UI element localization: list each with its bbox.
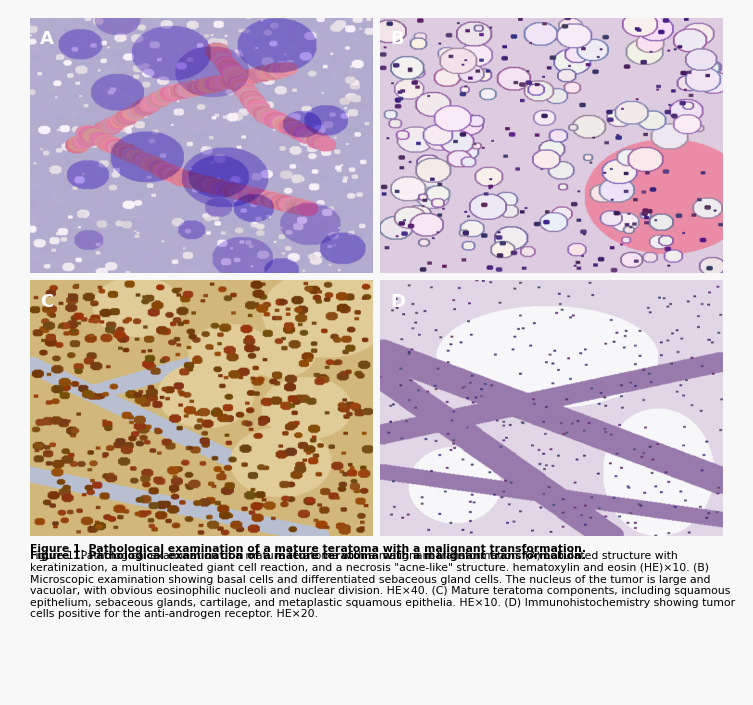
Text: Figure 1. Pathological examination of a mature teratoma with a malignant transfo: Figure 1. Pathological examination of a … — [30, 544, 735, 612]
Text: Figure 1. Pathological examination of a mature teratoma with a malignant transfo: Figure 1. Pathological examination of a … — [30, 551, 735, 619]
Text: B: B — [391, 30, 404, 49]
Text: A: A — [41, 30, 54, 49]
Text: D: D — [391, 293, 406, 311]
Text: Figure 1. Pathological examination of a mature teratoma with a malignant transfo: Figure 1. Pathological examination of a … — [30, 544, 587, 554]
Text: C: C — [41, 293, 53, 311]
Text: Figure 1. Pathological examination of a mature teratoma with a malignant transfo: Figure 1. Pathological examination of a … — [30, 551, 587, 561]
